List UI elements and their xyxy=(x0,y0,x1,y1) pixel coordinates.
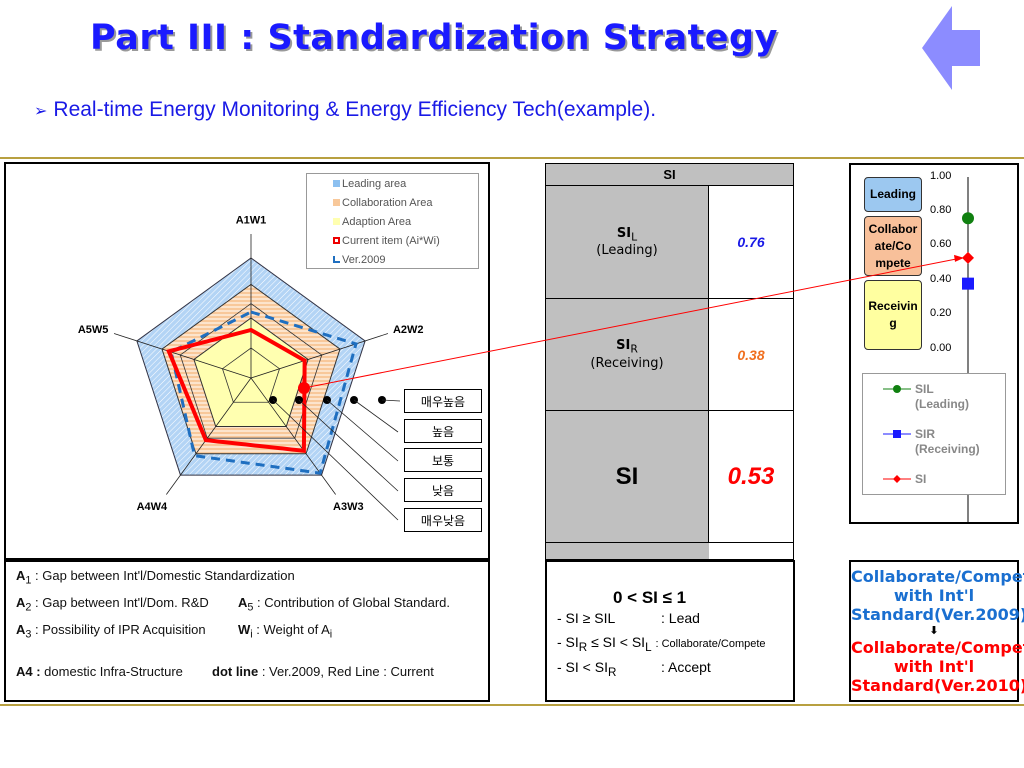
conclusion-panel: Collaborate/Compete with Int'l Standard(… xyxy=(849,560,1024,702)
def-a4: A4 : domestic Infra-Structure xyxy=(16,664,183,679)
def-a5: A5 : Contribution of Global Standard. xyxy=(238,595,450,614)
axis-label-a1w1: A1W1 xyxy=(236,215,267,227)
level-connector xyxy=(381,399,401,402)
divider xyxy=(0,704,1024,706)
si-l-value: 0.76 xyxy=(709,186,793,299)
legend-sir: SIR (Receiving) xyxy=(915,427,980,456)
legend-ver2009: Ver.2009 xyxy=(342,254,386,266)
si-value: 0.53 xyxy=(709,411,793,543)
si-r-value: 0.38 xyxy=(709,299,793,411)
si-label: SI xyxy=(546,411,709,543)
level-connector xyxy=(272,399,399,521)
conclusion-2010: Collaborate/Compete with Int'l Standard(… xyxy=(851,638,1024,695)
level-very-high: 매우높음 xyxy=(404,389,482,413)
def-dotline: dot line : Ver.2009, Red Line : Current xyxy=(212,664,434,679)
rule-lead: - SI ≥ SIL xyxy=(557,610,616,626)
level-medium: 보통 xyxy=(404,448,482,472)
def-wi: Wi : Weight of Ai xyxy=(238,622,333,641)
tick-label: 1.00 xyxy=(930,170,952,182)
divider xyxy=(0,157,1024,159)
tick-label: 0.60 xyxy=(930,238,952,250)
def-a1: A1 : Gap between Int'l/Domestic Standard… xyxy=(16,568,295,587)
rules-title: 0 < SI ≤ 1 xyxy=(613,588,687,607)
axis-label-a5w5: A5W5 xyxy=(78,324,109,336)
radar-legend: Leading area Collaboration Area Adaption… xyxy=(306,173,479,269)
level-high: 높음 xyxy=(404,419,482,443)
legend-sil: SIL (Leading) xyxy=(915,382,969,411)
rule-accept: - SI < SIR xyxy=(557,659,617,679)
tick-label: 0.20 xyxy=(930,307,952,319)
si-r-label: SIR (Receiving) xyxy=(546,299,709,411)
down-arrow-icon: ⬇ xyxy=(929,624,939,637)
current-line xyxy=(166,327,307,454)
bullet-arrow-icon: ➢ xyxy=(34,103,48,120)
subtitle-text: Real-time Energy Monitoring & Energy Eff… xyxy=(53,98,657,121)
grid-ring xyxy=(221,347,281,403)
tick-label: 0.00 xyxy=(930,342,952,354)
si-table-header: SI xyxy=(546,164,793,186)
subtitle: ➢ Real-time Energy Monitoring & Energy Ef… xyxy=(34,98,656,122)
rule-lead-value: : Lead xyxy=(661,610,700,626)
axis-label-a3w3: A3W3 xyxy=(333,501,364,513)
si-chart-legend: SIL (Leading) SIR (Receiving) SI xyxy=(862,373,1006,495)
def-a3: A3 : Possibility of IPR Acquisition xyxy=(16,622,206,641)
zone-collaborate: Collabor ate/Co mpete xyxy=(864,216,922,276)
def-a2: A2 : Gap between Int'l/Dom. R&D xyxy=(16,595,209,614)
axis-line xyxy=(250,377,336,495)
conclusion-2009: Collaborate/Compete with Int'l Standard(… xyxy=(851,567,1024,624)
left-arrow-icon[interactable] xyxy=(922,6,982,90)
axis-label-a2w2: A2W2 xyxy=(393,324,424,336)
legend-current: Current item (Ai*Wi) xyxy=(342,235,440,247)
zone-receiving: Receivin g xyxy=(864,280,922,350)
legend-si: SI xyxy=(915,472,927,486)
rules-panel: 0 < SI ≤ 1 - SI ≥ SIL : Lead - SIR ≤ SI … xyxy=(545,560,795,702)
rule-collaborate: - SIR ≤ SI < SIL : Collaborate/Compete xyxy=(557,634,766,654)
axis-label-a4w4: A4W4 xyxy=(137,501,168,513)
page-title: Part III : Standardization Strategy xyxy=(90,18,778,58)
legend-leading: Leading area xyxy=(342,178,407,190)
zone-leading: Leading xyxy=(864,177,922,212)
level-connector xyxy=(353,399,399,433)
legend-adaption: Adaption Area xyxy=(342,216,412,228)
level-connector xyxy=(298,399,399,492)
si-l-label: SIL (Leading) xyxy=(546,186,709,299)
level-very-low: 매우낮음 xyxy=(404,508,482,532)
table-footer xyxy=(546,543,709,559)
axis-line xyxy=(113,333,252,379)
axis-line xyxy=(166,377,252,495)
level-connector xyxy=(326,399,399,462)
definitions-panel: A1 : Gap between Int'l/Domestic Standard… xyxy=(4,560,490,702)
current-point xyxy=(298,382,310,394)
tick-label: 0.40 xyxy=(930,273,952,285)
level-low: 낮음 xyxy=(404,478,482,502)
tick-label: 0.80 xyxy=(930,204,952,216)
legend-collaboration: Collaboration Area xyxy=(342,197,433,209)
rule-accept-value: : Accept xyxy=(661,659,711,675)
si-table: SI SIL (Leading) 0.76 SIR (Receiving) 0.38… xyxy=(545,163,794,560)
